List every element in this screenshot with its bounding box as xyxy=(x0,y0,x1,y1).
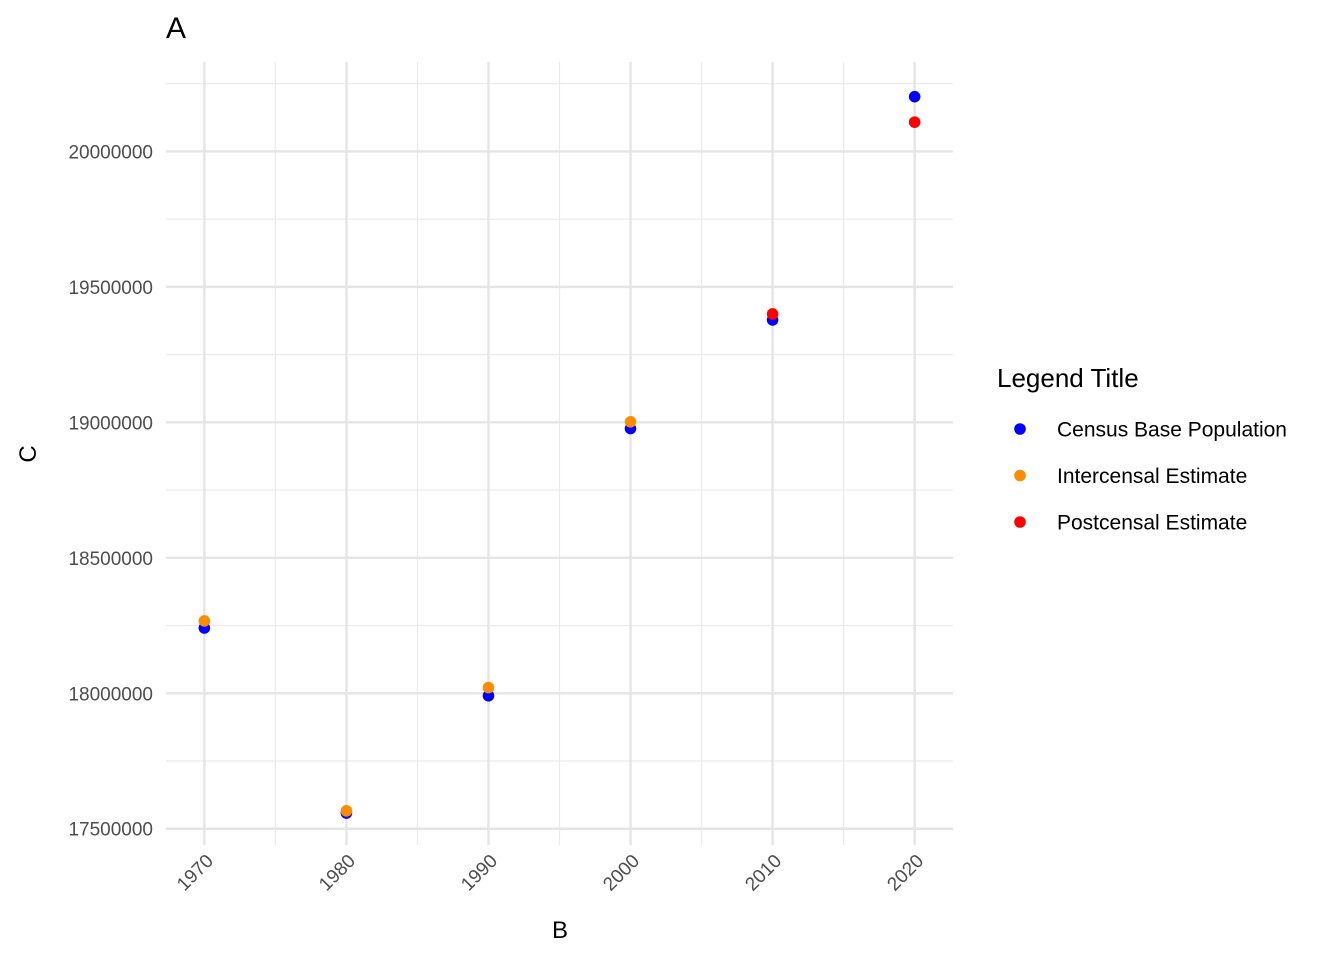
y-tick-label: 18000000 xyxy=(68,684,153,705)
y-tick-label: 17500000 xyxy=(68,820,153,841)
plot-title: A xyxy=(166,12,186,45)
grid-major xyxy=(166,62,953,845)
legend-key xyxy=(1014,423,1026,435)
data-point xyxy=(198,615,211,627)
y-tick-label: 20000000 xyxy=(68,142,153,163)
y-axis-title: C xyxy=(15,445,42,462)
data-point xyxy=(908,90,921,103)
grid-minor xyxy=(166,62,953,845)
x-tick-label: 1990 xyxy=(457,851,502,896)
x-axis-title: B xyxy=(552,917,568,944)
data-point xyxy=(624,416,637,428)
x-tick-label: 1970 xyxy=(173,851,218,896)
legend-title: Legend Title xyxy=(997,363,1139,393)
data-point xyxy=(340,805,353,817)
data-points xyxy=(198,90,921,819)
data-point xyxy=(908,116,921,128)
data-point xyxy=(482,681,495,694)
x-tick-label: 2000 xyxy=(599,851,644,896)
legend-items: Census Base Population Intercensal Estima… xyxy=(1014,419,1287,535)
x-tick-label: 2020 xyxy=(883,851,928,896)
y-tick-label: 18500000 xyxy=(68,549,153,570)
data-point xyxy=(766,308,779,320)
y-tick-label: 19000000 xyxy=(68,413,153,434)
legend-label: Postcensal Estimate xyxy=(1057,512,1247,535)
y-tick-label: 19500000 xyxy=(68,278,153,299)
legend-label: Census Base Population xyxy=(1057,419,1287,442)
legend-key xyxy=(1014,516,1026,528)
legend-key xyxy=(1014,469,1026,482)
legend: Legend Title Census Base Population Inter… xyxy=(997,363,1287,535)
x-tick-label: 2010 xyxy=(741,851,786,896)
x-tick-label: 1980 xyxy=(315,851,360,896)
y-axis-ticks: 17500000 18000000 18500000 19000000 19500000… xyxy=(68,142,153,840)
data-point xyxy=(482,689,495,702)
x-axis-ticks: 1970 1980 1990 2000 2010 2020 xyxy=(173,851,928,896)
legend-label: Intercensal Estimate xyxy=(1057,465,1247,488)
